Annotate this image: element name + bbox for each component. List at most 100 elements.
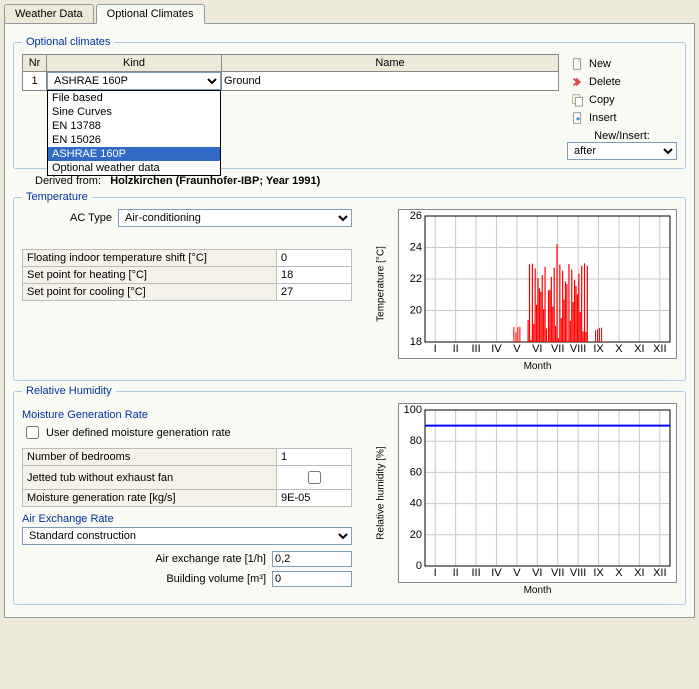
hum-param-label: Jetted tub without exhaust fan xyxy=(23,466,277,490)
derived-value: Holzkirchen (Fraunhofer-IBP; Year 1991) xyxy=(110,175,320,187)
climates-table: Nr Kind Name 1 ASHRAE 160P File basedSin… xyxy=(22,54,559,91)
hum-param-label: Moisture generation rate [kg/s] xyxy=(23,490,277,507)
temperature-params-table: Floating indoor temperature shift [°C]0S… xyxy=(22,249,352,301)
svg-text:VII: VII xyxy=(551,343,564,355)
kind-option[interactable]: ASHRAE 160P xyxy=(48,147,220,161)
name-input[interactable] xyxy=(222,74,558,88)
hum-param-value[interactable]: 1 xyxy=(277,449,352,466)
svg-text:X: X xyxy=(615,567,623,579)
temp-param-label: Set point for heating [°C] xyxy=(23,267,277,284)
svg-text:I: I xyxy=(434,567,437,579)
svg-text:VII: VII xyxy=(551,567,564,579)
svg-text:100: 100 xyxy=(404,404,422,416)
delete-button[interactable]: Delete xyxy=(567,74,677,90)
tab-weather-data[interactable]: Weather Data xyxy=(4,4,94,23)
svg-text:60: 60 xyxy=(410,466,422,478)
insert-position-select[interactable]: after xyxy=(567,142,677,160)
temp-param-label: Set point for cooling [°C] xyxy=(23,284,277,301)
ac-type-label: AC Type xyxy=(22,212,112,224)
insert-button[interactable]: Insert xyxy=(567,110,677,126)
moisture-rate-label: Moisture Generation Rate xyxy=(22,409,352,421)
svg-text:XII: XII xyxy=(653,567,666,579)
new-button[interactable]: New xyxy=(567,56,677,72)
kind-select[interactable]: ASHRAE 160P xyxy=(47,72,221,90)
svg-text:XI: XI xyxy=(634,567,644,579)
svg-text:80: 80 xyxy=(410,435,422,447)
kind-option[interactable]: Sine Curves xyxy=(48,105,220,119)
temperature-chart: Temperature [°C] 1820222426IIIIIIIVVVIVI… xyxy=(398,209,677,359)
hum-ylabel: Relative humidity [%] xyxy=(376,446,387,539)
svg-text:VIII: VIII xyxy=(570,343,587,355)
volume-label: Building volume [m³] xyxy=(22,573,266,585)
copy-button[interactable]: Copy xyxy=(567,92,677,108)
svg-text:20: 20 xyxy=(410,305,422,317)
derived-label: Derived from: xyxy=(35,175,101,187)
svg-text:18: 18 xyxy=(410,336,422,348)
temperature-group: Temperature AC Type Air-conditioning Flo… xyxy=(13,191,686,381)
newinsert-label: New/Insert: xyxy=(567,130,677,142)
svg-text:III: III xyxy=(471,567,480,579)
humidity-params-table: Number of bedrooms1Jetted tub without ex… xyxy=(22,448,352,507)
temp-param-value[interactable]: 27 xyxy=(277,284,352,301)
svg-text:I: I xyxy=(434,343,437,355)
humidity-chart: Relative humidity [%] 020406080100IIIIII… xyxy=(398,403,677,583)
temp-param-value[interactable]: 0 xyxy=(277,250,352,267)
user-defined-label: User defined moisture generation rate xyxy=(46,427,231,439)
svg-text:20: 20 xyxy=(410,529,422,541)
kind-dropdown-list[interactable]: File basedSine CurvesEN 13788EN 15026ASH… xyxy=(47,90,221,176)
svg-text:VI: VI xyxy=(532,567,542,579)
svg-text:XII: XII xyxy=(653,343,666,355)
ac-type-select[interactable]: Air-conditioning xyxy=(118,209,352,227)
kind-option[interactable]: File based xyxy=(48,91,220,105)
svg-text:II: II xyxy=(453,343,459,355)
humidity-legend: Relative Humidity xyxy=(22,385,116,397)
air-rate-label: Air exchange rate [1/h] xyxy=(22,553,266,565)
air-exchange-select[interactable]: Standard construction xyxy=(22,527,352,545)
svg-text:II: II xyxy=(453,567,459,579)
hum-xlabel: Month xyxy=(398,585,677,596)
hum-param-label: Number of bedrooms xyxy=(23,449,277,466)
svg-text:IV: IV xyxy=(491,567,502,579)
user-defined-checkbox[interactable] xyxy=(26,426,39,439)
svg-text:III: III xyxy=(471,343,480,355)
optional-climates-group: Optional climates Nr Kind Name 1 AS xyxy=(13,36,686,169)
copy-icon xyxy=(571,93,585,107)
temperature-legend: Temperature xyxy=(22,191,92,203)
svg-text:22: 22 xyxy=(410,273,422,285)
col-nr: Nr xyxy=(23,55,47,72)
svg-text:X: X xyxy=(615,343,623,355)
svg-text:IV: IV xyxy=(491,343,502,355)
cell-nr: 1 xyxy=(23,72,47,91)
kind-option[interactable]: Optional weather data xyxy=(48,161,220,175)
optional-climates-legend: Optional climates xyxy=(22,36,114,48)
temp-param-label: Floating indoor temperature shift [°C] xyxy=(23,250,277,267)
volume-input[interactable] xyxy=(272,571,352,587)
svg-text:V: V xyxy=(513,343,521,355)
kind-option[interactable]: EN 13788 xyxy=(48,119,220,133)
new-icon xyxy=(571,57,585,71)
svg-text:VIII: VIII xyxy=(570,567,587,579)
kind-option[interactable]: EN 15026 xyxy=(48,133,220,147)
delete-icon xyxy=(571,75,585,89)
svg-text:V: V xyxy=(513,567,521,579)
svg-text:0: 0 xyxy=(416,560,422,572)
svg-text:26: 26 xyxy=(410,210,422,222)
svg-text:XI: XI xyxy=(634,343,644,355)
svg-text:VI: VI xyxy=(532,343,542,355)
svg-text:24: 24 xyxy=(410,242,422,254)
hum-param-value[interactable]: 9E-05 xyxy=(277,490,352,507)
hum-param-value[interactable] xyxy=(277,466,352,490)
col-kind: Kind xyxy=(47,55,222,72)
svg-text:40: 40 xyxy=(410,498,422,510)
air-rate-input[interactable] xyxy=(272,551,352,567)
tab-optional-climates[interactable]: Optional Climates xyxy=(96,4,205,24)
humidity-group: Relative Humidity Moisture Generation Ra… xyxy=(13,385,686,605)
temp-xlabel: Month xyxy=(398,361,677,372)
insert-icon xyxy=(571,111,585,125)
temp-ylabel: Temperature [°C] xyxy=(376,246,387,322)
svg-text:IX: IX xyxy=(593,567,604,579)
svg-text:IX: IX xyxy=(593,343,604,355)
col-name: Name xyxy=(222,55,559,72)
temp-param-value[interactable]: 18 xyxy=(277,267,352,284)
air-exchange-label: Air Exchange Rate xyxy=(22,513,352,525)
